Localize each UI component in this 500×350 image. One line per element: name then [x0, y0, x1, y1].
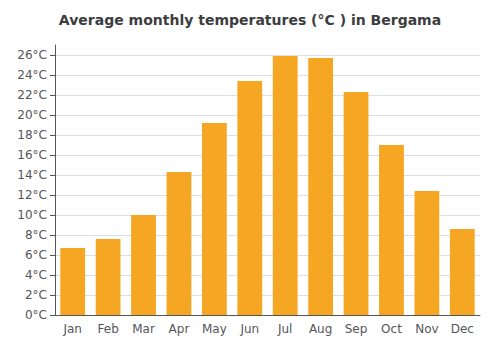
svg-text:14°C: 14°C [17, 168, 47, 182]
svg-text:Apr: Apr [169, 322, 190, 336]
svg-text:20°C: 20°C [17, 108, 47, 122]
svg-text:22°C: 22°C [17, 88, 47, 102]
svg-text:4°C: 4°C [25, 268, 47, 282]
svg-text:12°C: 12°C [17, 188, 47, 202]
svg-text:Jul: Jul [277, 322, 292, 336]
svg-text:Oct: Oct [381, 322, 402, 336]
svg-text:Jun: Jun [239, 322, 259, 336]
svg-text:Dec: Dec [451, 322, 474, 336]
svg-text:Sep: Sep [345, 322, 368, 336]
svg-text:Aug: Aug [309, 322, 332, 336]
svg-text:18°C: 18°C [17, 128, 47, 142]
svg-text:24°C: 24°C [17, 68, 47, 82]
svg-text:0°C: 0°C [25, 308, 47, 322]
svg-text:May: May [202, 322, 227, 336]
svg-text:Feb: Feb [98, 322, 119, 336]
svg-text:8°C: 8°C [25, 228, 47, 242]
svg-text:Jan: Jan [62, 322, 82, 336]
svg-text:Average monthly temperatures (: Average monthly temperatures (°C ) in Be… [59, 12, 441, 28]
svg-text:Mar: Mar [132, 322, 155, 336]
svg-text:10°C: 10°C [17, 208, 47, 222]
svg-text:2°C: 2°C [25, 288, 47, 302]
svg-text:Nov: Nov [415, 322, 438, 336]
svg-text:26°C: 26°C [17, 48, 47, 62]
svg-text:16°C: 16°C [17, 148, 47, 162]
svg-text:6°C: 6°C [25, 248, 47, 262]
